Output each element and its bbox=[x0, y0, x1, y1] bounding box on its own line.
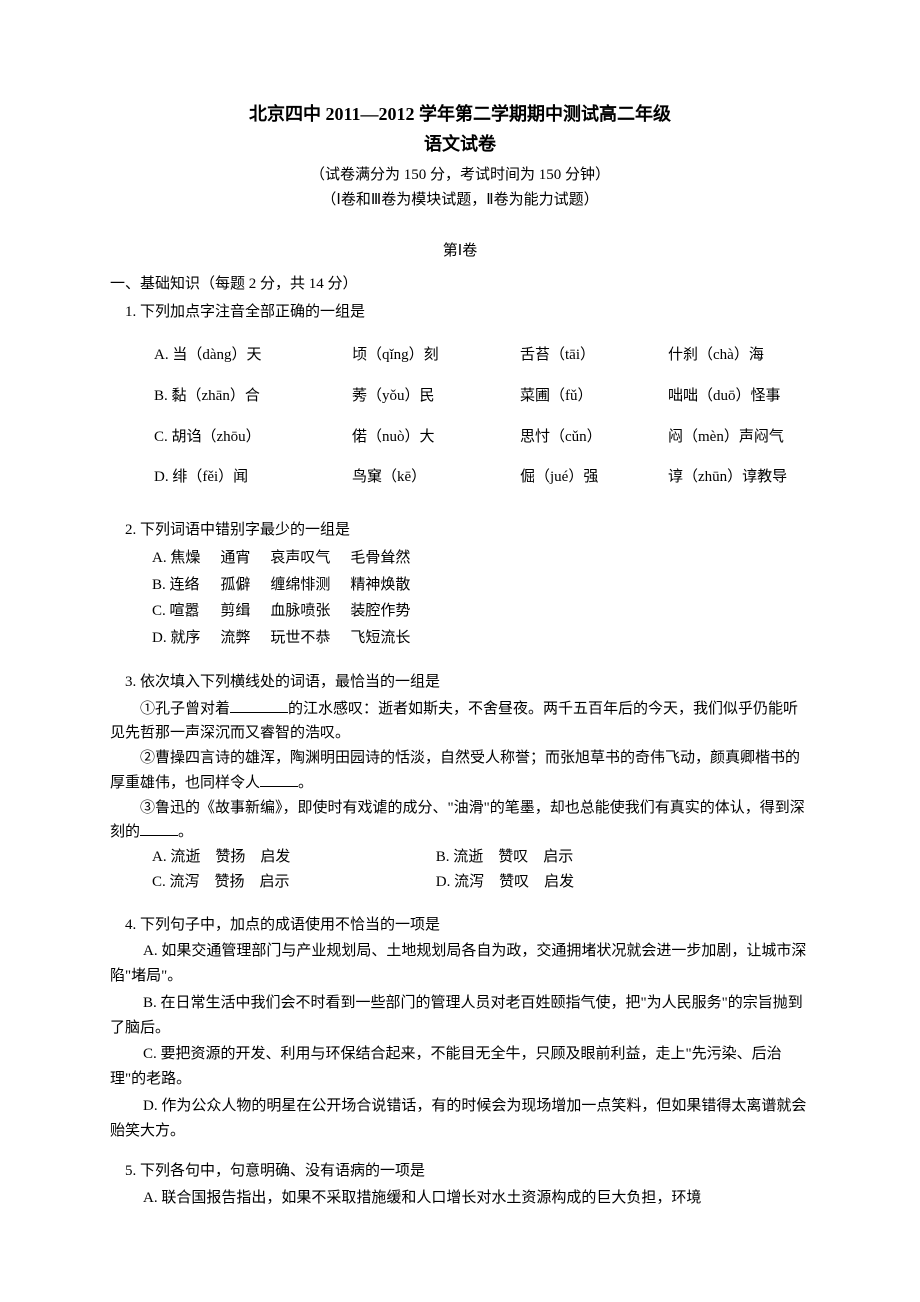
q2-d-3: 玩世不恭 bbox=[270, 625, 350, 652]
q2-d-2: 流弊 bbox=[220, 625, 270, 652]
q2-a-2: 通宵 bbox=[220, 545, 270, 572]
q1-d-3: 倔（jué）强 bbox=[516, 457, 664, 498]
q2-d-1: D. 就序 bbox=[152, 625, 220, 652]
blank-2 bbox=[260, 771, 298, 787]
q2-d-4: 飞短流长 bbox=[350, 625, 430, 652]
q3-para-2: ②曹操四言诗的雄浑，陶渊明田园诗的恬淡，自然受人称誉；而张旭草书的奇伟飞动，颜真… bbox=[110, 746, 810, 796]
table-row: A. 当（dàng）天 顷（qǐng）刻 舌苔（tāi） 什刹（chà）海 bbox=[150, 335, 850, 376]
q1-a-1: A. 当（dàng）天 bbox=[150, 335, 348, 376]
q2-b-3: 缠绵悱测 bbox=[270, 572, 350, 599]
blank-3 bbox=[140, 820, 178, 836]
q1-options-table: A. 当（dàng）天 顷（qǐng）刻 舌苔（tāi） 什刹（chà）海 B.… bbox=[150, 335, 850, 498]
volume-label: 第Ⅰ卷 bbox=[110, 239, 810, 264]
q1-a-3: 舌苔（tāi） bbox=[516, 335, 664, 376]
page-title: 北京四中 2011—2012 学年第二学期期中测试高二年级 bbox=[110, 100, 810, 130]
q3-para-3: ③鲁迅的《故事新编》，即使时有戏谑的成分、"油滑"的笔墨，却也总能使我们有真实的… bbox=[110, 796, 810, 846]
q1-d-1: D. 绯（fěi）闻 bbox=[150, 457, 348, 498]
section-1-heading: 一、基础知识（每题 2 分，共 14 分） bbox=[110, 272, 810, 297]
q1-b-2: 莠（yǒu）民 bbox=[348, 376, 516, 417]
q2-c-2: 剪缉 bbox=[220, 598, 270, 625]
meta-line-2: （Ⅰ卷和Ⅲ卷为模块试题，Ⅱ卷为能力试题） bbox=[110, 188, 810, 213]
q2-b-2: 孤僻 bbox=[220, 572, 270, 599]
q3-opt-c: C. 流泻 赞扬 启示 bbox=[152, 870, 432, 895]
q1-b-4: 咄咄（duō）怪事 bbox=[664, 376, 850, 417]
q1-b-1: B. 黏（zhān）合 bbox=[150, 376, 348, 417]
q2-c-4: 装腔作势 bbox=[350, 598, 430, 625]
q4-opt-a: A. 如果交通管理部门与产业规划局、土地规划局各自为政，交通拥堵状况就会进一步加… bbox=[110, 939, 810, 989]
q3-p3a: ③鲁迅的《故事新编》，即使时有戏谑的成分、"油滑"的笔墨，却也总能使我们有真实的… bbox=[110, 800, 805, 841]
q2-a-3: 哀声叹气 bbox=[270, 545, 350, 572]
q1-a-4: 什刹（chà）海 bbox=[664, 335, 850, 376]
q3-opt-b: B. 流逝 赞叹 启示 bbox=[436, 845, 716, 870]
table-row: C. 胡诌（zhōu） 偌（nuò）大 思忖（cǔn） 闷（mèn）声闷气 bbox=[150, 417, 850, 458]
meta-line-1: （试卷满分为 150 分，考试时间为 150 分钟） bbox=[110, 163, 810, 188]
q1-a-2: 顷（qǐng）刻 bbox=[348, 335, 516, 376]
q3-opt-a: A. 流逝 赞扬 启发 bbox=[152, 845, 432, 870]
q4-opt-c: C. 要把资源的开发、利用与环保结合起来，不能目无全牛，只顾及眼前利益，走上"先… bbox=[110, 1042, 810, 1092]
q2-c-3: 血脉喷张 bbox=[270, 598, 350, 625]
q3-p2b: 。 bbox=[298, 775, 313, 791]
q3-opt-d: D. 流泻 赞叹 启发 bbox=[436, 870, 716, 895]
table-row: D. 就序 流弊 玩世不恭 飞短流长 bbox=[152, 625, 430, 652]
q3-p2a: ②曹操四言诗的雄浑，陶渊明田园诗的恬淡，自然受人称誉；而张旭草书的奇伟飞动，颜真… bbox=[110, 750, 800, 791]
q2-options-table: A. 焦燥 通宵 哀声叹气 毛骨耸然 B. 连络 孤僻 缠绵悱测 精神焕散 C.… bbox=[152, 545, 430, 652]
q5-stem: 5. 下列各句中，句意明确、没有语病的一项是 bbox=[110, 1159, 810, 1184]
q1-stem: 1. 下列加点字注音全部正确的一组是 bbox=[110, 300, 810, 325]
q3-para-1: ①孔子曾对着的江水感叹：逝者如斯夫，不舍昼夜。两千五百年后的今天，我们似乎仍能听… bbox=[110, 697, 810, 747]
q3-options: A. 流逝 赞扬 启发 B. 流逝 赞叹 启示 C. 流泻 赞扬 启示 D. 流… bbox=[152, 845, 810, 895]
table-row: C. 喧嚣 剪缉 血脉喷张 装腔作势 bbox=[152, 598, 430, 625]
q1-d-4: 谆（zhūn）谆教导 bbox=[664, 457, 850, 498]
q2-b-1: B. 连络 bbox=[152, 572, 220, 599]
q2-b-4: 精神焕散 bbox=[350, 572, 430, 599]
spacer bbox=[110, 1145, 810, 1159]
q1-d-2: 鸟窠（kē） bbox=[348, 457, 516, 498]
q1-c-2: 偌（nuò）大 bbox=[348, 417, 516, 458]
page-subtitle: 语文试卷 bbox=[110, 130, 810, 160]
q4-stem: 4. 下列句子中，加点的成语使用不恰当的一项是 bbox=[110, 913, 810, 938]
q5-opt-a: A. 联合国报告指出，如果不采取措施缓和人口增长对水土资源构成的巨大负担，环境 bbox=[110, 1186, 810, 1211]
q1-b-3: 菜圃（fǔ） bbox=[516, 376, 664, 417]
q1-c-3: 思忖（cǔn） bbox=[516, 417, 664, 458]
q2-c-1: C. 喧嚣 bbox=[152, 598, 220, 625]
table-row: B. 黏（zhān）合 莠（yǒu）民 菜圃（fǔ） 咄咄（duō）怪事 bbox=[150, 376, 850, 417]
q3-stem: 3. 依次填入下列横线处的词语，最恰当的一组是 bbox=[110, 670, 810, 695]
q4-opt-b: B. 在日常生活中我们会不时看到一些部门的管理人员对老百姓颐指气使，把"为人民服… bbox=[110, 991, 810, 1041]
q2-a-4: 毛骨耸然 bbox=[350, 545, 430, 572]
table-row: B. 连络 孤僻 缠绵悱测 精神焕散 bbox=[152, 572, 430, 599]
q2-stem: 2. 下列词语中错别字最少的一组是 bbox=[110, 518, 810, 543]
table-row: A. 焦燥 通宵 哀声叹气 毛骨耸然 bbox=[152, 545, 430, 572]
blank-1 bbox=[230, 697, 288, 713]
q1-c-4: 闷（mèn）声闷气 bbox=[664, 417, 850, 458]
q2-a-1: A. 焦燥 bbox=[152, 545, 220, 572]
table-row: D. 绯（fěi）闻 鸟窠（kē） 倔（jué）强 谆（zhūn）谆教导 bbox=[150, 457, 850, 498]
exam-page: 北京四中 2011—2012 学年第二学期期中测试高二年级 语文试卷 （试卷满分… bbox=[0, 0, 920, 1302]
q4-opt-d: D. 作为公众人物的明星在公开场合说错话，有的时候会为现场增加一点笑料，但如果错… bbox=[110, 1094, 810, 1144]
q3-p3b: 。 bbox=[178, 824, 193, 840]
q3-p1a: ①孔子曾对着 bbox=[140, 701, 230, 717]
q1-c-1: C. 胡诌（zhōu） bbox=[150, 417, 348, 458]
